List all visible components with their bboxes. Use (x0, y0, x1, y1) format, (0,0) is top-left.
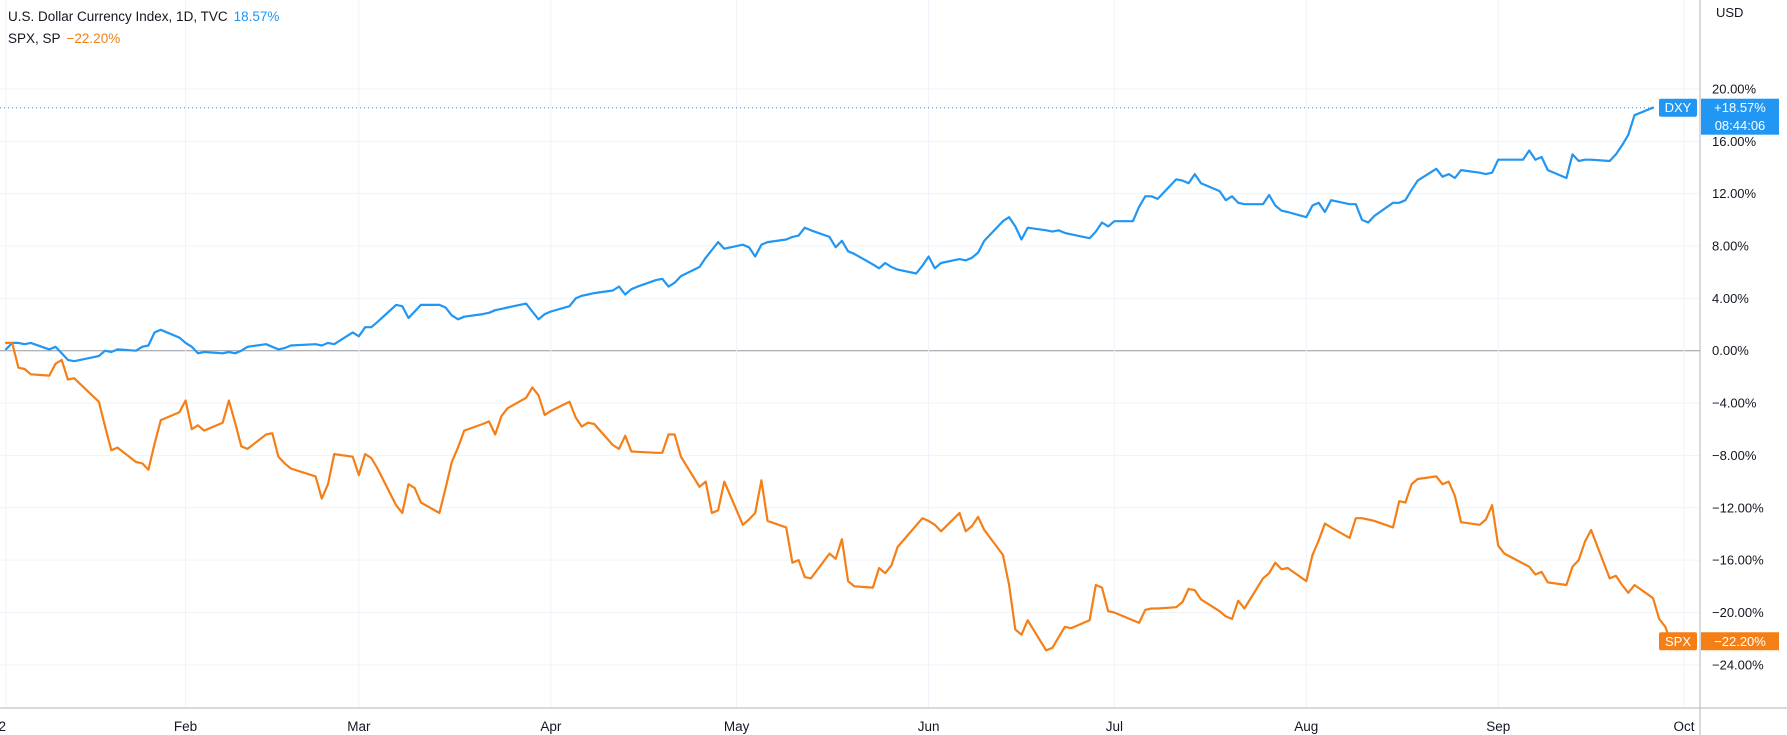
price-badge-value: −22.20% (1714, 634, 1766, 649)
series-layer (0, 106, 1679, 652)
series-symbol-label: DXY (1665, 100, 1692, 115)
price-badge-spx (1701, 632, 1779, 651)
currency-label: USD (1716, 5, 1743, 20)
y-tick-label: 8.00% (1712, 239, 1749, 254)
price-badges: DXY +18.57% 08:44:06 SPX −22.20% (1659, 98, 1779, 651)
legend-series-change: 18.57% (233, 9, 280, 24)
y-tick-label: 0.00% (1712, 343, 1749, 358)
series-line-spx[interactable] (4, 341, 1679, 652)
x-tick-label: Jun (918, 719, 940, 734)
y-tick-label: −12.00% (1712, 500, 1764, 515)
legend-row-dxy[interactable]: U.S. Dollar Currency Index, 1D, TVC 18.57… (8, 6, 279, 28)
y-tick-label: 4.00% (1712, 291, 1749, 306)
legend: U.S. Dollar Currency Index, 1D, TVC 18.57… (8, 6, 279, 50)
x-tick-label: Oct (1673, 719, 1694, 734)
y-tick-label: 20.00% (1712, 81, 1757, 96)
y-tick-label: 12.00% (1712, 186, 1757, 201)
series-symbol-badge-dxy (1659, 98, 1697, 117)
y-tick-label: −8.00% (1712, 448, 1757, 463)
x-tick-label: Feb (174, 719, 197, 734)
price-badge-dxy (1701, 98, 1779, 135)
y-tick-label: −20.00% (1712, 605, 1764, 620)
x-tick-label: Mar (347, 719, 371, 734)
y-tick-label: −4.00% (1712, 396, 1757, 411)
price-badge-time: 08:44:06 (1715, 118, 1766, 133)
price-badge-value: +18.57% (1714, 100, 1766, 115)
y-tick-label: −24.00% (1712, 657, 1764, 672)
x-tick-label: Jul (1106, 719, 1123, 734)
series-line-dxy[interactable] (4, 106, 1655, 363)
x-tick-label: Sep (1486, 719, 1510, 734)
x-tick-label: Aug (1294, 719, 1318, 734)
legend-series-name: U.S. Dollar Currency Index, 1D, TVC (8, 9, 228, 24)
legend-row-spx[interactable]: SPX, SP −22.20% (8, 28, 279, 50)
x-tick-label: Apr (540, 719, 562, 734)
series-symbol-label: SPX (1665, 634, 1691, 649)
y-tick-label: 16.00% (1712, 134, 1757, 149)
y-tick-label: −16.00% (1712, 553, 1764, 568)
legend-series-change: −22.20% (66, 31, 121, 46)
grid (0, 0, 1700, 708)
legend-series-name: SPX, SP (8, 31, 61, 46)
x-tick-label: May (724, 719, 750, 734)
x-tick-label: 2022 (0, 719, 6, 734)
series-symbol-badge-spx (1659, 632, 1697, 651)
